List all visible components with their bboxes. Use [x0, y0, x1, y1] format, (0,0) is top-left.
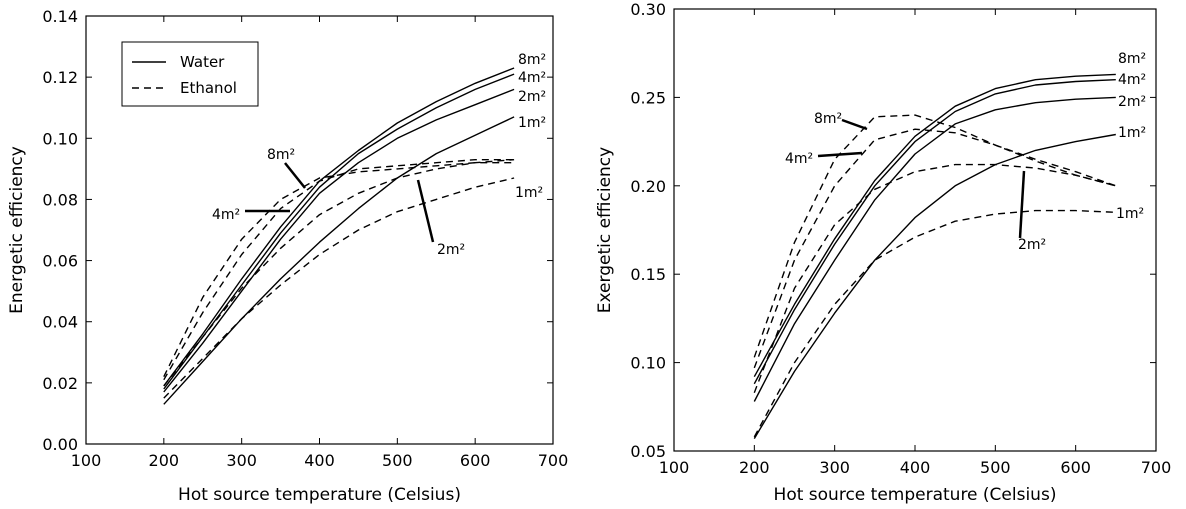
energetic-xaxis-label: Hot source temperature (Celsius)	[178, 485, 461, 505]
exergetic-series-ethanol-1m2	[753, 209, 1116, 438]
energetic-xtick-label: 600	[460, 451, 491, 470]
energetic-ytick-label: 0.02	[42, 374, 78, 393]
exergetic-xtick-label: 100	[659, 458, 690, 477]
energetic-legend-label-water: Water	[180, 53, 225, 71]
exergetic-ytick-label: 0.20	[630, 177, 666, 196]
energetic-series-label: 2m²	[518, 89, 546, 105]
exergetic-series-water-8m2	[753, 73, 1116, 378]
energetic-annotation-pointer	[284, 162, 306, 189]
energetic-series-ethanol-1m2	[163, 177, 515, 399]
energetic-series-ethanol-4m2	[163, 158, 515, 381]
energetic-series-label: 2m²	[437, 242, 465, 258]
energetic-series-water-1m2	[163, 116, 515, 405]
exergetic-xaxis-label: Hot source temperature (Celsius)	[774, 485, 1057, 505]
exergetic-ytick-label: 0.10	[630, 354, 666, 373]
energetic-series-ethanol-8m2	[163, 161, 515, 378]
energetic-ytick-label: 0.08	[42, 190, 78, 209]
energetic-ytick-label: 0.06	[42, 252, 78, 271]
energetic-series-label: 8m²	[518, 52, 546, 68]
exergetic-xtick-label: 200	[739, 458, 770, 477]
energetic-series-label: 1m²	[515, 185, 543, 201]
energetic-ytick-label: 0.00	[42, 435, 78, 454]
energetic-series-water-8m2	[163, 67, 515, 387]
exergetic-series-label: 8m²	[1118, 51, 1146, 67]
energetic-ytick-label: 0.12	[42, 68, 78, 87]
energetic-series-label: 4m²	[212, 207, 240, 223]
exergetic-series-water-1m2	[753, 133, 1116, 439]
energetic-xtick-label: 700	[538, 451, 569, 470]
energetic-series-label: 4m²	[518, 70, 546, 86]
energetic-xtick-label: 300	[226, 451, 257, 470]
energetic-yaxis-label: Energetic efficiency	[7, 146, 27, 314]
energetic-series-water-2m2	[163, 88, 515, 393]
energetic-series-label: 8m²	[267, 147, 295, 163]
energetic-xtick-label: 500	[382, 451, 413, 470]
exergetic-series-label: 1m²	[1118, 125, 1146, 141]
exergetic-xtick-label: 700	[1141, 458, 1172, 477]
exergetic-xtick-label: 600	[1060, 458, 1091, 477]
exergetic-xtick-label: 300	[819, 458, 850, 477]
exergetic-series-label: 4m²	[1118, 72, 1146, 88]
energetic-legend-label-ethanol: Ethanol	[180, 79, 237, 97]
exergetic-series-label: 4m²	[785, 151, 813, 167]
exergetic-series-water-2m2	[753, 96, 1116, 402]
exergetic-ytick-label: 0.05	[630, 442, 666, 461]
energetic-xtick-label: 200	[149, 451, 180, 470]
exergetic-annotation-pointer	[817, 151, 863, 158]
exergetic-ytick-label: 0.15	[630, 265, 666, 284]
energetic-xtick-label: 400	[304, 451, 335, 470]
exergetic-series-ethanol-2m2	[753, 163, 1116, 393]
exergetic-ytick-label: 0.25	[630, 88, 666, 107]
energetic-efficiency-chart: 100 200 300 400 500 600 700 0.00 0.02 0.04 0.06 0.0…	[7, 7, 568, 505]
energetic-annotation-pointer	[416, 179, 435, 243]
exergetic-ytick-label: 0.30	[630, 0, 666, 19]
exergetic-efficiency-chart: 100 200 300 400 500 600 700 0.05 0.10 0.15 0.20 0.2…	[595, 0, 1171, 505]
exergetic-series-label: 1m²	[1116, 206, 1144, 222]
energetic-xtick-label: 100	[71, 451, 102, 470]
exergetic-yaxis-label: Exergetic efficiency	[595, 147, 615, 313]
exergetic-series-water-4m2	[753, 79, 1116, 385]
energetic-ytick-label: 0.14	[42, 7, 78, 26]
energetic-legend-box	[121, 41, 259, 107]
exergetic-series-label: 2m²	[1118, 94, 1146, 110]
energetic-series-water-4m2	[163, 73, 515, 390]
energetic-series-label: 1m²	[518, 115, 546, 131]
energetic-series-ethanol-2m2	[163, 159, 515, 387]
exergetic-annotation-pointer	[1018, 170, 1026, 239]
energetic-ytick-label: 0.04	[42, 313, 78, 332]
energetic-ytick-label: 0.10	[42, 129, 78, 148]
exergetic-xtick-label: 500	[980, 458, 1011, 477]
exergetic-series-label: 8m²	[814, 111, 842, 127]
exergetic-series-ethanol-4m2	[753, 128, 1117, 369]
exergetic-series-label: 2m²	[1018, 237, 1046, 253]
exergetic-annotation-pointer	[841, 118, 868, 131]
exergetic-xtick-label: 400	[900, 458, 931, 477]
